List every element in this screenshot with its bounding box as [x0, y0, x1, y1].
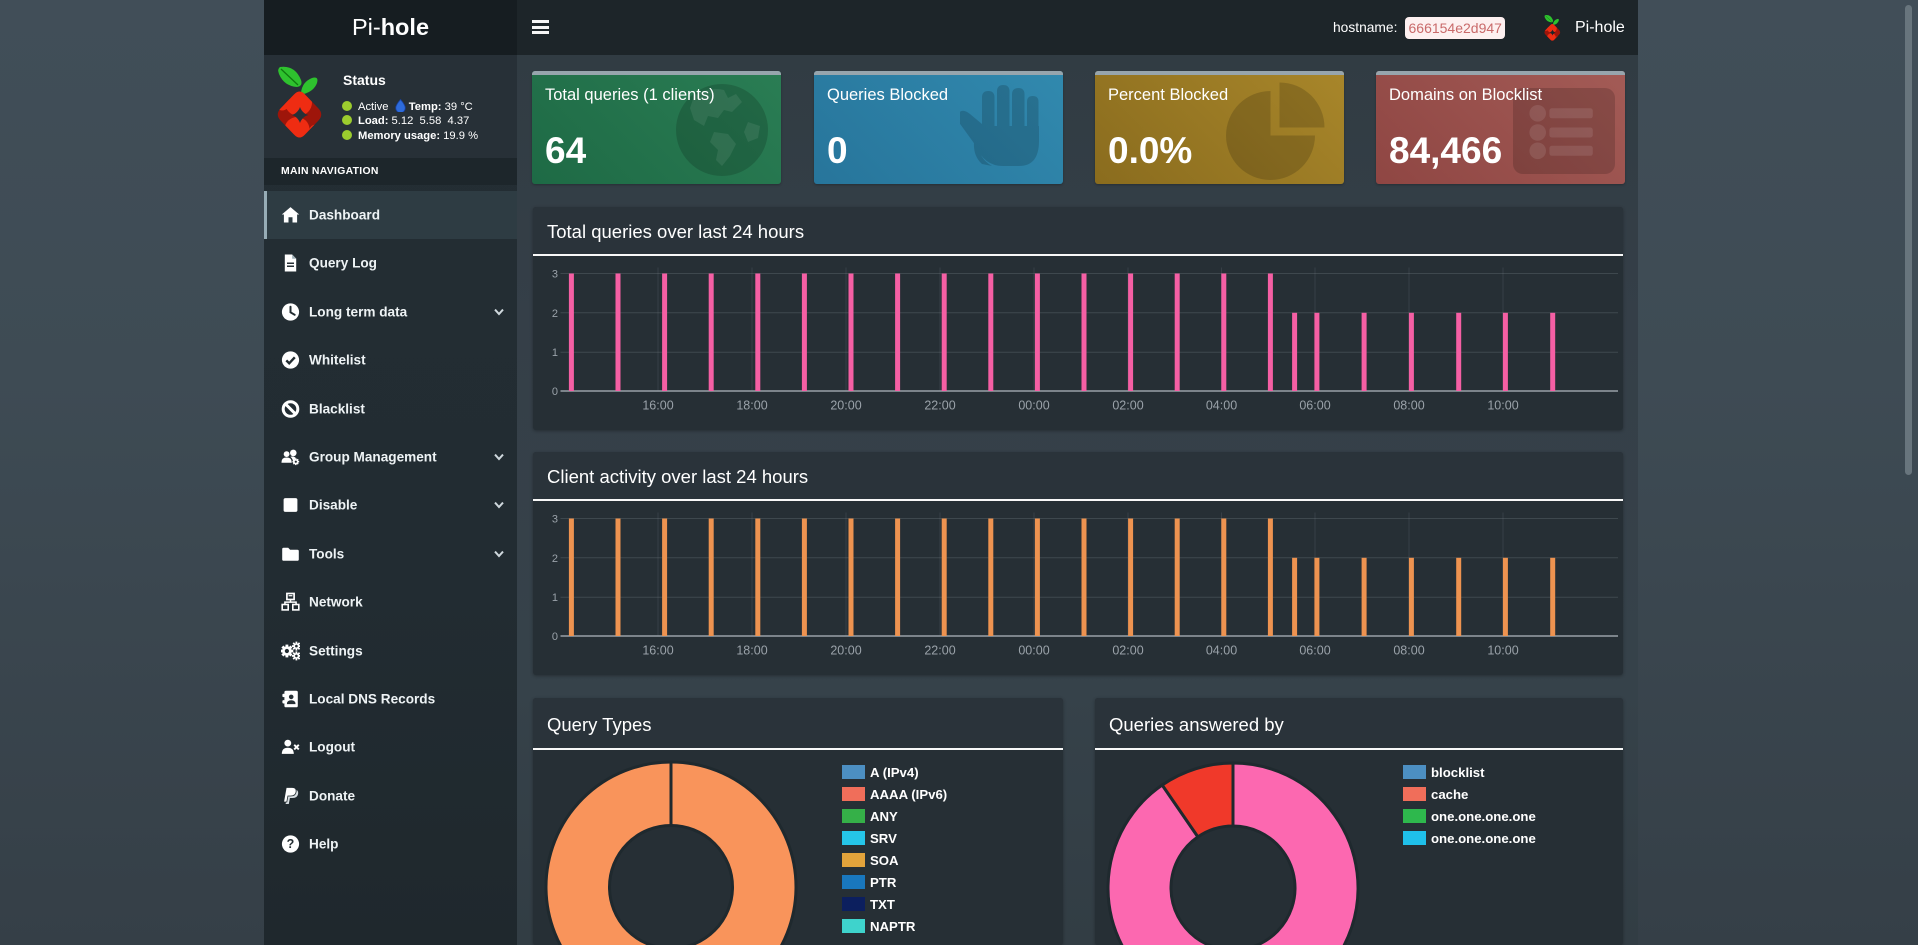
svg-text:06:00: 06:00: [1299, 643, 1330, 657]
svg-text:2: 2: [552, 307, 558, 319]
svg-text:16:00: 16:00: [642, 643, 673, 657]
svg-text:10:00: 10:00: [1487, 398, 1518, 412]
svg-text:20:00: 20:00: [830, 398, 861, 412]
svg-text:1: 1: [552, 347, 558, 359]
svg-text:?: ?: [287, 837, 295, 851]
svg-text:02:00: 02:00: [1112, 398, 1143, 412]
svg-text:0: 0: [552, 386, 558, 398]
svg-text:22:00: 22:00: [924, 398, 955, 412]
svg-text:0: 0: [552, 631, 558, 643]
svg-text:3: 3: [552, 513, 558, 525]
svg-text:04:00: 04:00: [1206, 398, 1237, 412]
svg-text:06:00: 06:00: [1299, 398, 1330, 412]
svg-text:10:00: 10:00: [1487, 643, 1518, 657]
svg-text:16:00: 16:00: [642, 398, 673, 412]
svg-text:02:00: 02:00: [1112, 643, 1143, 657]
svg-text:18:00: 18:00: [736, 398, 767, 412]
svg-text:3: 3: [552, 268, 558, 280]
svg-text:08:00: 08:00: [1393, 643, 1424, 657]
svg-text:2: 2: [552, 552, 558, 564]
svg-text:18:00: 18:00: [736, 643, 767, 657]
svg-text:04:00: 04:00: [1206, 643, 1237, 657]
svg-text:22:00: 22:00: [924, 643, 955, 657]
svg-text:08:00: 08:00: [1393, 398, 1424, 412]
svg-text:20:00: 20:00: [830, 643, 861, 657]
svg-text:00:00: 00:00: [1018, 398, 1049, 412]
svg-text:1: 1: [552, 592, 558, 604]
svg-text:00:00: 00:00: [1018, 643, 1049, 657]
